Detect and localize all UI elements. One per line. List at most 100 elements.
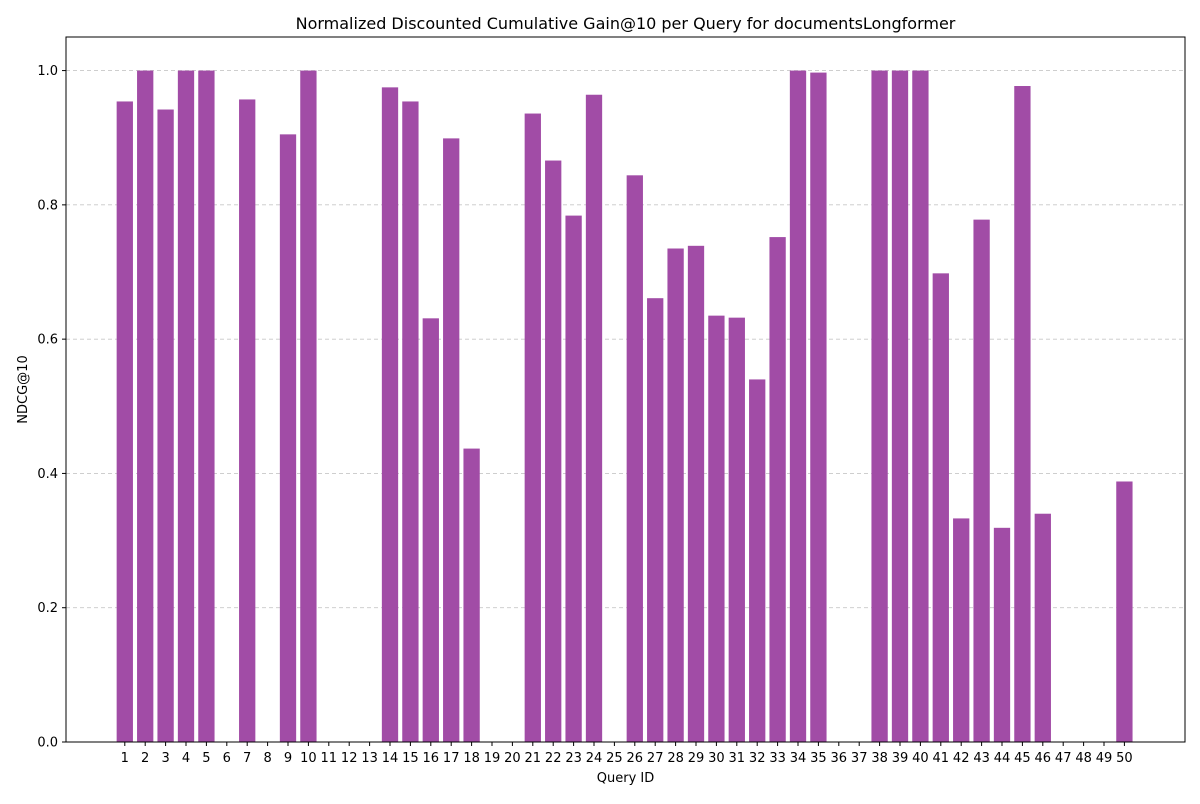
bars [116,70,1133,743]
x-tick-label: 2 [141,751,149,766]
y-tick-label: 1.0 [37,64,58,79]
x-tick-label: 16 [423,751,440,766]
x-tick-label: 10 [300,751,317,766]
x-tick-label: 12 [341,751,358,766]
x-tick-label: 5 [202,751,210,766]
x-tick-label: 24 [586,751,603,766]
x-tick-label: 26 [627,751,644,766]
bar-query-44 [993,527,1011,742]
plot-frame [65,36,1186,743]
x-tick-label: 8 [263,751,271,766]
x-tick-label: 37 [851,751,868,766]
bar-query-27 [647,298,664,742]
y-tick-label: 0.0 [37,736,58,751]
x-tick-label: 48 [1075,751,1092,766]
x-tick-label: 39 [892,751,909,766]
bar-query-39 [891,70,909,743]
x-tick-label: 50 [1116,751,1133,766]
bar-query-50 [1116,481,1133,742]
x-tick-label: 33 [769,751,786,766]
x-tick-label: 22 [545,751,562,766]
x-tick-label: 28 [667,751,684,766]
y-axis-label: NDCG@10 [16,355,31,423]
bar-query-33 [769,237,786,743]
x-tick-label: 6 [223,751,231,766]
x-tick-label: 27 [647,751,664,766]
bar-query-16 [422,318,439,742]
x-tick-label: 47 [1055,751,1072,766]
bar-query-10 [300,70,317,743]
x-axis-label: Query ID [597,771,654,786]
bar-query-5 [198,70,215,743]
x-tick-label: 42 [953,751,970,766]
x-tick-label: 29 [688,751,705,766]
x-tick-label: 38 [871,751,888,766]
bar-query-41 [932,273,949,742]
chart-title: Normalized Discounted Cumulative Gain@10… [296,14,956,33]
y-tick-label: 0.6 [37,333,58,348]
x-tick-label: 49 [1096,751,1113,766]
bar-query-17 [443,138,460,742]
bar-query-32 [749,379,766,742]
bar-query-24 [585,94,603,742]
x-tick-label: 13 [361,751,378,766]
x-tick-label: 9 [284,751,292,766]
bar-query-3 [157,109,174,742]
bar-query-35 [810,72,827,743]
bar-query-46 [1034,513,1051,742]
bar-query-26 [626,175,643,743]
x-axis-ticks: 1 2 3 4 5 6 7 8 9 10 11 12 13 14 15 16 17 18 19 20 21 22 23 24 2… [121,742,1133,766]
bar-query-42 [953,518,970,742]
bar-query-45 [1014,86,1031,742]
x-tick-label: 36 [831,751,848,766]
x-tick-label: 11 [321,751,338,766]
x-tick-label: 43 [973,751,990,766]
x-tick-label: 18 [463,751,480,766]
bar-query-7 [239,99,256,742]
x-tick-label: 21 [525,751,542,766]
bar-query-22 [545,160,562,743]
x-tick-label: 17 [443,751,460,766]
bar-query-9 [279,134,297,742]
bar-query-29 [687,245,705,743]
bar-query-23 [565,215,582,743]
bar-query-18 [463,448,480,742]
bar-query-21 [524,113,541,743]
x-tick-label: 20 [504,751,521,766]
y-tick-label: 0.4 [37,467,58,482]
x-tick-label: 23 [565,751,582,766]
bar-query-14 [381,87,399,743]
x-tick-label: 46 [1035,751,1052,766]
x-tick-label: 32 [749,751,766,766]
x-tick-label: 35 [810,751,827,766]
bar-query-2 [137,70,154,743]
x-tick-label: 31 [729,751,746,766]
x-tick-label: 45 [1014,751,1031,766]
bar-query-40 [912,70,929,743]
bar-query-1 [116,101,133,742]
x-tick-label: 44 [994,751,1011,766]
x-tick-label: 15 [402,751,419,766]
bar-query-30 [708,315,725,742]
bar-query-34 [789,70,807,743]
x-tick-label: 25 [606,751,623,766]
x-tick-label: 7 [243,751,251,766]
x-tick-label: 19 [484,751,501,766]
x-tick-label: 41 [933,751,950,766]
bar-query-4 [177,70,195,743]
y-axis-ticks: 0.0 0.2 0.4 0.6 0.8 1.0 [37,64,66,751]
x-tick-label: 40 [912,751,929,766]
bar-query-43 [973,219,990,743]
y-tick-label: 0.8 [37,198,58,213]
bar-query-15 [402,101,419,742]
bar-query-31 [728,317,745,742]
x-tick-label: 30 [708,751,725,766]
x-tick-label: 34 [790,751,807,766]
x-tick-label: 1 [121,751,129,766]
bar-query-38 [871,70,888,743]
x-tick-label: 4 [182,751,190,766]
x-tick-label: 14 [382,751,399,766]
bar-query-28 [667,248,684,742]
